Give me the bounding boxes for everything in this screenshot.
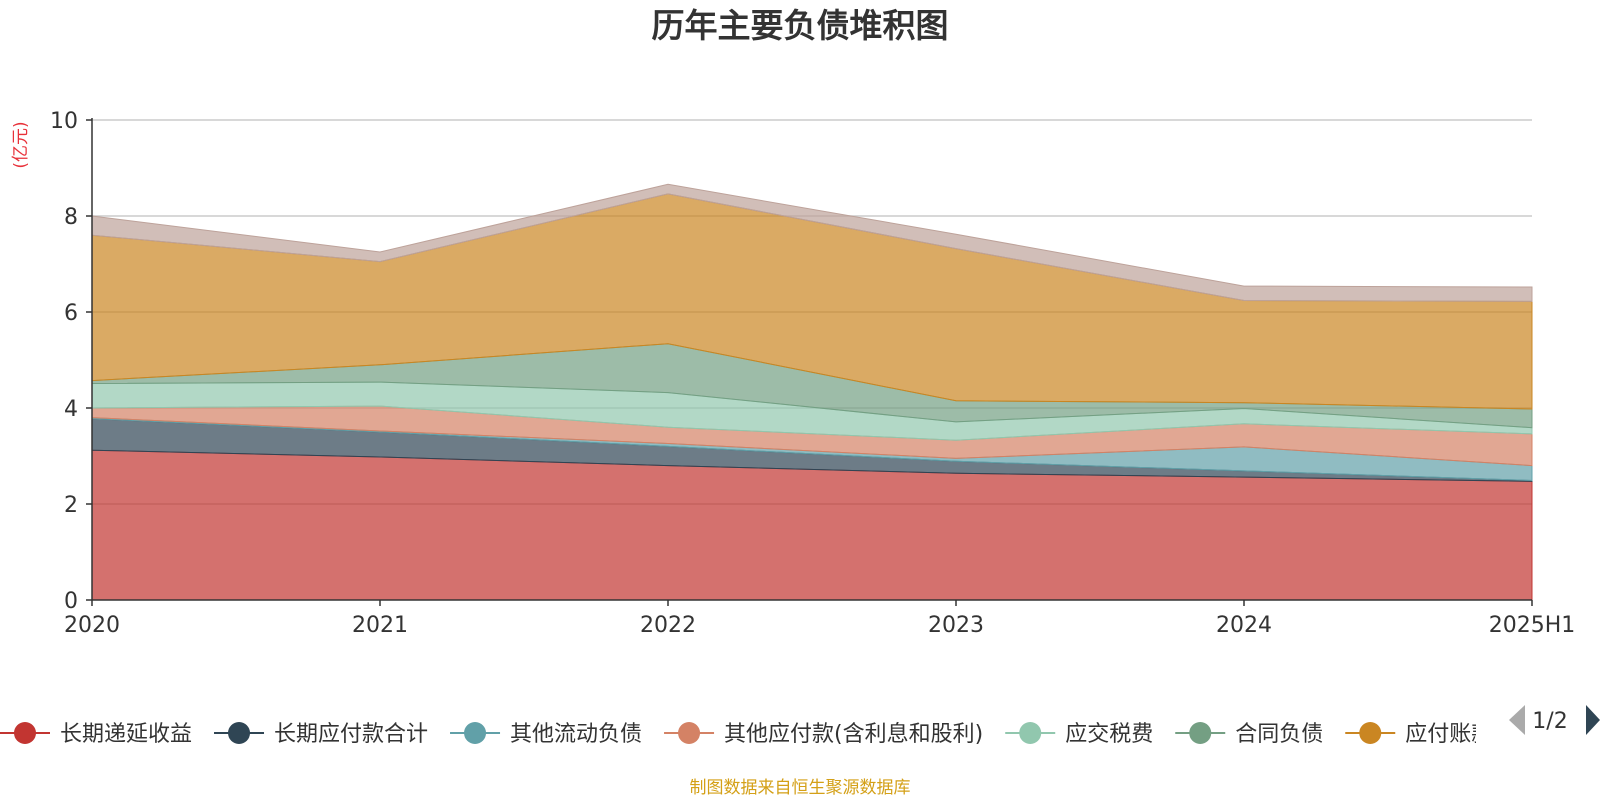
legend-items: 长期递延收益 长期应付款合计 其他流动负债 其他应付款(含利息和股利) 应交税费 合同负债… [0,722,1493,747]
legend-item[interactable]: 长期递延收益 [0,722,192,747]
area-series-7 [91,183,1533,302]
x-tick-label: 2022 [640,613,696,638]
legend-label: 应付账款 [1405,722,1493,747]
legend-label: 合同负债 [1235,722,1323,747]
legend-item[interactable]: 其他流动负债 [450,722,642,747]
legend-next-page-icon[interactable] [1586,705,1600,735]
legend-item[interactable]: 其他应付款(含利息和股利) [664,722,983,747]
legend-item[interactable]: 应交税费 [1005,722,1153,747]
legend-circle-icon [1359,722,1382,744]
legend-prev-page-icon[interactable] [1509,705,1525,735]
y-tick-label: 4 [64,397,78,422]
x-tick-label: 2024 [1216,613,1272,638]
x-tick-label: 2023 [928,613,984,638]
legend-circle-icon [678,722,701,744]
legend-circle-icon [1189,722,1212,744]
legend-circle-icon [464,722,487,744]
stacked-areas [91,183,1533,601]
data-source-note: 制图数据来自恒生聚源数据库 [690,778,911,798]
legend-circle-icon [1019,722,1042,744]
legend-label: 长期递延收益 [60,722,192,747]
chart-title: 历年主要负债堆积图 [652,6,949,45]
legend-pager: 1/2 [1509,705,1600,735]
x-tick-label: 2020 [64,613,120,638]
legend-label: 长期应付款合计 [274,722,428,747]
y-tick-label: 8 [64,205,78,230]
y-tick-label: 6 [64,301,78,326]
y-tick-label: 0 [64,589,78,614]
legend-page-indicator: 1/2 [1532,709,1567,734]
legend-circle-icon [14,722,36,744]
y-tick-label: 2 [64,493,78,518]
y-tick-label: 10 [50,109,78,134]
legend: 长期递延收益 长期应付款合计 其他流动负债 其他应付款(含利息和股利) 应交税费 合同负债… [0,722,1493,747]
legend-circle-icon [228,722,251,744]
axes: 0 2 4 6 8 10 2020 2021 2022 2023 2024 2025H1 [50,109,1575,638]
legend-item[interactable]: 合同负债 [1175,722,1323,747]
legend-label: 其他流动负债 [510,722,642,747]
legend-item[interactable]: 应付账款 [1345,722,1493,747]
legend-label: 应交税费 [1065,722,1153,747]
legend-item[interactable]: 长期应付款合计 [214,722,428,747]
x-tick-label: 2021 [352,613,408,638]
y-axis-unit-label: (亿元) [11,121,31,168]
x-tick-label: 2025H1 [1489,613,1576,638]
legend-label: 其他应付款(含利息和股利) [724,722,983,747]
